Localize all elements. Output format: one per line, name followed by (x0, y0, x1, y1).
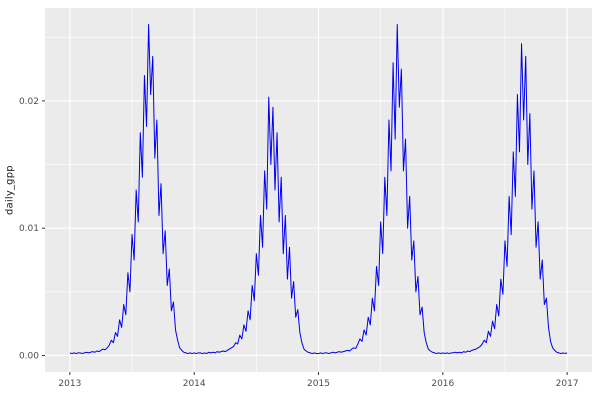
y-axis-tick-label: 0.00 (19, 351, 39, 361)
x-axis-tick-label: 2016 (431, 379, 454, 389)
x-axis-tick-label: 2017 (556, 379, 579, 389)
daily-gpp-line (69, 24, 568, 355)
x-axis-tick-label: 2015 (307, 379, 330, 389)
y-axis-tick-label: 0.02 (19, 97, 39, 107)
x-axis-tick-label: 2013 (58, 379, 81, 389)
y-axis-tick-label: 0.01 (19, 224, 39, 234)
x-axis-tick-label: 2014 (183, 379, 206, 389)
y-axis-title: daily_gpp (4, 165, 16, 215)
